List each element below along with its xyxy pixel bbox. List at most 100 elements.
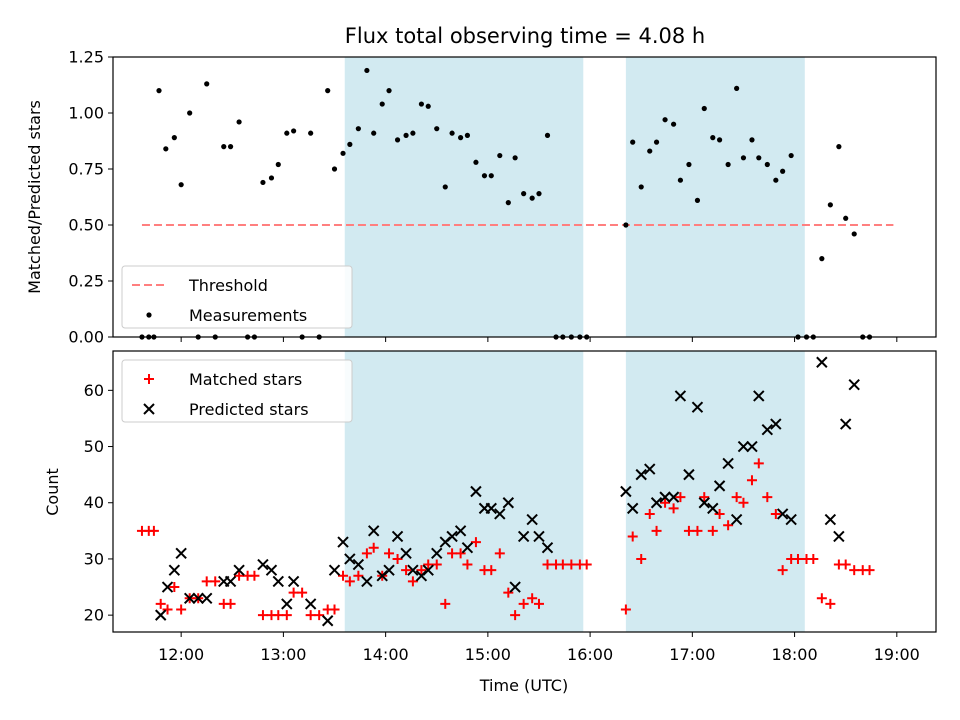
shaded-interval [344,351,584,632]
measurement-point [623,222,629,228]
predicted-star-point [746,440,758,453]
measurement-point [331,166,338,172]
predicted-star-point [183,592,196,604]
measurement-point [340,150,346,156]
measurement-point [418,101,425,107]
measurement-point [710,135,716,141]
matched-star-point [234,570,245,581]
measurement-point [236,119,242,125]
matched-star-point [723,520,734,531]
matched-star-point [169,582,180,593]
measurement-point [647,148,653,154]
predicted-star-point [848,379,860,391]
predicted-star-point [367,525,380,537]
y-tick-label: 20 [84,606,104,625]
matched-star-point [660,497,671,508]
predicted-star-point [337,536,349,548]
matched-star-point [675,492,686,503]
x-tick-label: 17:00 [669,645,715,664]
legend-bottom: Matched stars Predicted stars [121,359,353,423]
matched-star-point [407,576,418,587]
matched-star-point [651,525,662,536]
matched-star-point [770,508,781,519]
measurement-point [171,135,177,141]
predicted-star-point [494,508,506,520]
matched-star-point [816,593,827,604]
predicted-star-point [272,575,284,588]
measurement-point [434,126,440,132]
matched-star-point [416,565,427,576]
measurement-point [756,155,762,161]
matched-star-point [731,492,742,503]
matched-star-point [431,559,442,570]
predicted-star-point [265,564,278,576]
legend-swatch [144,374,154,384]
matched-star-point [840,559,851,570]
matched-star-point [503,587,514,598]
predicted-star-point [257,558,269,571]
predicted-star-point [502,497,515,509]
measurement-point [717,137,723,143]
predicted-star-point [644,463,656,475]
matched-star-point [494,548,505,559]
measurement-point [788,152,794,159]
predicted-star-point [541,541,554,554]
matched-star-point [210,576,221,587]
matched-star-point [353,570,364,581]
measurement-point [512,155,518,161]
matched-star-point [249,570,260,581]
y-axis-label-top: Matched/Predicted stars [25,100,44,294]
predicted-star-point [509,581,521,593]
predicted-star-point [233,564,245,576]
matched-star-point [281,610,292,621]
measurement-point [449,130,455,136]
matched-star-point [338,570,349,581]
matched-star-point [455,548,466,559]
measurement-point [780,168,786,174]
measurement-point [325,88,331,94]
predicted-star-point [461,541,474,554]
measurement-point [442,184,448,190]
matched-star-point [155,598,166,609]
measurement-point [275,161,281,168]
predicted-star-point [626,502,639,515]
predicted-star-point [192,592,204,604]
matched-star-point [644,508,655,519]
x-tick-label: 12:00 [158,645,204,664]
y-tick-label: 0.75 [68,160,104,179]
predicted-star-point [770,418,782,430]
y-axis-label-bottom: Count [43,468,62,516]
predicted-star-point [691,401,704,413]
matched-star-point [176,604,187,615]
matched-star-point [738,497,749,508]
matched-star-point [668,503,679,514]
predicted-star-point [776,508,789,520]
predicted-star-point [698,497,710,509]
measurement-point [221,144,227,150]
matched-star-point [447,548,458,559]
matched-star-point [162,604,173,615]
matched-star-point [225,598,236,609]
predicted-star-point [287,575,300,588]
matched-star-point [440,598,451,609]
predicted-star-point [281,598,293,610]
measurement-point [734,85,740,91]
predicted-star-point [674,390,687,402]
predicted-star-point [161,581,174,593]
matched-star-point [462,559,473,570]
matched-star-point [305,610,316,621]
measurement-point [529,195,535,201]
matched-star-point [344,576,355,587]
matched-star-point [297,587,308,598]
matched-star-point [314,610,325,621]
matched-star-point [533,598,544,609]
measurement-point [308,130,314,136]
predicted-star-point [304,598,317,610]
matched-star-point [864,565,875,576]
predicted-star-point [446,530,458,543]
predicted-star-point [517,530,530,543]
measurement-point [464,132,471,138]
measurement-point [638,184,644,190]
measurement-point [686,161,692,168]
y-tick-label: 1.00 [68,104,104,123]
